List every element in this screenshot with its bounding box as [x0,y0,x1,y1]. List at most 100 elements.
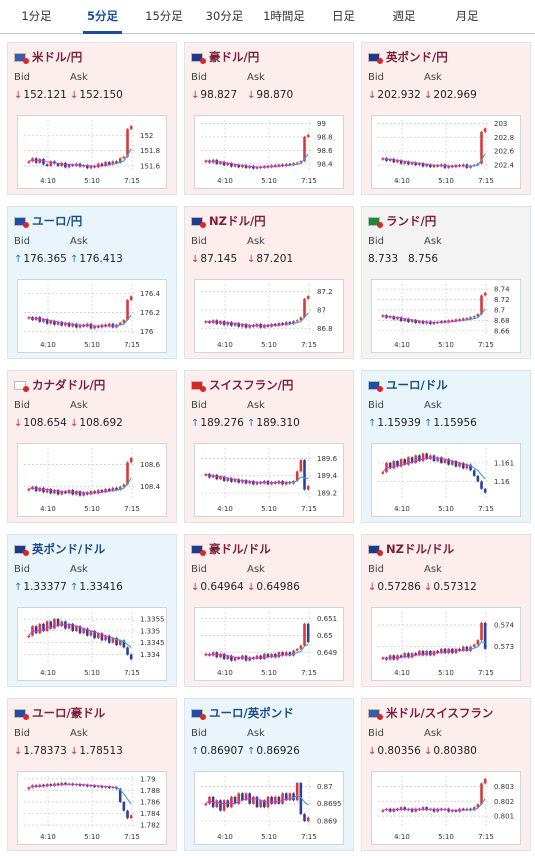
pair-name[interactable]: 米ドル/円 [32,50,83,64]
rate-card[interactable]: NZドル/ドル Bid Ask ↓0.57286 ↓0.57312 0.574 0.573 4… [361,534,531,687]
pair-title[interactable]: ランド/円 [368,213,436,229]
candle-body [450,320,454,322]
bid-value: ↑0.86907 [191,745,244,757]
pair-title[interactable]: ユーロ/豪ドル [14,705,105,721]
candle-body [129,296,133,301]
candle-body [392,655,396,660]
pair-title[interactable]: ユーロ/英ポンド [191,705,294,721]
candle-body [472,807,476,811]
pair-title[interactable]: カナダドル/円 [14,377,105,393]
pair-name[interactable]: 英ポンド/ドル [32,542,106,556]
bid-value: ↓98.827 [191,89,237,101]
mini-chart[interactable]: 8.74 8.72 8.7 8.68 8.66 4:10 5:10 7:15 [371,279,521,353]
rate-card[interactable]: 米ドル/円 Bid Ask ↓152.121 ↓152.150 152 151.8 151.6… [7,42,177,195]
pair-name[interactable]: 英ポンド/円 [386,50,448,64]
rate-card[interactable]: スイスフラン/円 Bid Ask ↑189.276 ↑189.310 189.6 189.4… [184,370,354,523]
x-tick-label: 7:15 [124,669,140,677]
y-tick-label: 0.649 [317,649,337,657]
pair-title[interactable]: 米ドル/円 [14,49,82,65]
trend-line [466,308,486,321]
rate-card[interactable]: ユーロ/英ポンド Bid Ask ↑0.86907 ↑0.86926 0.87 0.8695… [184,698,354,851]
pair-title[interactable]: NZドル/ドル [368,541,454,557]
pair-title[interactable]: 英ポンド/円 [368,49,448,65]
candle-body [418,162,421,166]
pair-name[interactable]: NZドル/ドル [386,542,455,556]
tab-4[interactable]: 1時間足 [263,9,305,23]
arrow-up-icon: ↑ [14,254,23,265]
mini-chart[interactable]: 0.803 0.802 0.801 4:10 5:10 7:15 [371,771,521,845]
mini-chart[interactable]: 1.79 1.788 1.786 1.784 1.782 4:10 5:10 7:15 [17,771,167,845]
pair-title[interactable]: 豪ドル/ドル [191,541,271,557]
pair-name[interactable]: 豪ドル/円 [209,50,260,64]
tab-6[interactable]: 週足 [392,9,416,23]
rate-card[interactable]: カナダドル/円 Bid Ask ↓108.654 ↓108.692 108.6 108.4 4… [7,370,177,523]
mini-chart[interactable]: 1.3355 1.335 1.3345 1.334 4:10 5:10 7:15 [17,607,167,681]
tab-5[interactable]: 日足 [332,9,355,23]
pair-title[interactable]: 豪ドル/円 [191,49,259,65]
trend-line [289,312,309,325]
rate-card[interactable]: 米ドル/スイスフラン Bid Ask ↓0.80356 ↓0.80380 0.803 0.8… [361,698,531,851]
mini-chart[interactable]: 0.574 0.573 4:10 5:10 7:15 [371,607,521,681]
pair-title[interactable]: NZドル/円 [191,213,266,229]
pair-title[interactable]: ユーロ/ドル [368,377,448,393]
pair-name[interactable]: ランド/円 [386,214,437,228]
pair-name[interactable]: ユーロ/円 [32,214,83,228]
candle-body [429,455,432,460]
pair-name[interactable]: カナダドル/円 [32,378,106,392]
pair-title[interactable]: スイスフラン/円 [191,377,293,393]
rate-card[interactable]: NZドル/円 Bid Ask ↓87.145 ↓87.201 87.2 87 86.8 4:10… [184,206,354,359]
x-tick-label: 4:10 [40,505,56,513]
candle-body [421,807,425,811]
mini-chart[interactable]: 203 202.8 202.6 202.4 4:10 5:10 7:15 [371,115,521,189]
candle-body [469,646,472,651]
rate-card[interactable]: ランド/円 Bid Ask 8.733 8.756 8.74 8.72 8.7 8.68 8.66… [361,206,531,359]
bid-label: Bid [14,728,30,739]
candle-body [38,317,42,322]
mini-chart[interactable]: 0.651 0.65 0.649 4:10 5:10 7:15 [194,607,344,681]
tab-0[interactable]: 1分足 [21,9,52,23]
candle-body [270,653,273,658]
mini-chart[interactable]: 189.6 189.4 189.2 4:10 5:10 7:15 [194,443,344,517]
rate-card[interactable]: ユーロ/ドル Bid Ask ↑1.15939 ↑1.15956 1.161 1.16 4:1… [361,370,531,523]
pair-title[interactable]: 英ポンド/ドル [14,541,105,557]
pair-name[interactable]: 豪ドル/ドル [209,542,271,556]
rate-card[interactable]: ユーロ/円 Bid Ask ↑176.365 ↑176.413 176.4 176.2 176… [7,206,177,359]
candle-body [436,808,439,812]
tab-1[interactable]: 5分足 [73,0,132,34]
gb-us-flag-icon [14,544,29,556]
pair-name[interactable]: 米ドル/スイスフラン [386,706,494,720]
pair-title[interactable]: 米ドル/スイスフラン [368,705,493,721]
candle-body [27,488,31,491]
tab-2[interactable]: 15分足 [145,9,183,23]
rate-card[interactable]: 豪ドル/ドル Bid Ask ↓0.64964 ↓0.64986 0.651 0.65 0.6… [184,534,354,687]
tab-3[interactable]: 30分足 [205,9,244,23]
mini-chart[interactable]: 99 98.8 98.6 98.4 4:10 5:10 7:15 [194,115,344,189]
pair-name[interactable]: スイスフラン/円 [209,378,294,392]
candle-body [64,162,67,168]
candle-body [226,655,230,659]
y-tick-label: 0.573 [494,643,514,651]
mini-chart[interactable]: 108.6 108.4 4:10 5:10 7:15 [17,443,167,517]
candle-body [483,292,487,296]
rate-card[interactable]: 英ポンド/円 Bid Ask ↓202.932 ↓202.969 203 202.8 202.… [361,42,531,195]
bid-value: ↓202.932 [368,89,421,101]
mini-chart[interactable]: 0.87 0.8695 0.869 4:10 5:10 7:15 [194,771,344,845]
arrow-down-icon: ↓ [368,90,377,101]
mini-chart[interactable]: 1.161 1.16 4:10 5:10 7:15 [371,443,521,517]
rate-card[interactable]: ユーロ/豪ドル Bid Ask ↓1.78373 ↓1.78513 1.79 1.788 1.… [7,698,177,851]
y-tick-label: 0.651 [317,615,337,623]
tab-7[interactable]: 月足 [455,9,479,23]
pair-name[interactable]: ユーロ/ドル [386,378,448,392]
rate-card[interactable]: 豪ドル/円 Bid Ask ↓98.827 ↓98.870 99 98.8 98.6 98.4 4… [184,42,354,195]
mini-chart[interactable]: 176.4 176.2 176 4:10 5:10 7:15 [17,279,167,353]
candle-body [465,464,469,469]
mini-chart[interactable]: 152 151.8 151.6 4:10 5:10 7:15 [17,115,167,189]
mini-chart[interactable]: 87.2 87 86.8 4:10 5:10 7:15 [194,279,344,353]
candle-body [89,785,93,787]
pair-name[interactable]: ユーロ/豪ドル [32,706,106,720]
pair-title[interactable]: ユーロ/円 [14,213,82,229]
candle-body [288,652,292,656]
pair-name[interactable]: NZドル/円 [209,214,266,228]
pair-name[interactable]: ユーロ/英ポンド [209,706,294,720]
rate-card[interactable]: 英ポンド/ドル Bid Ask ↑1.33377 ↑1.33416 1.3355 1.335… [7,534,177,687]
